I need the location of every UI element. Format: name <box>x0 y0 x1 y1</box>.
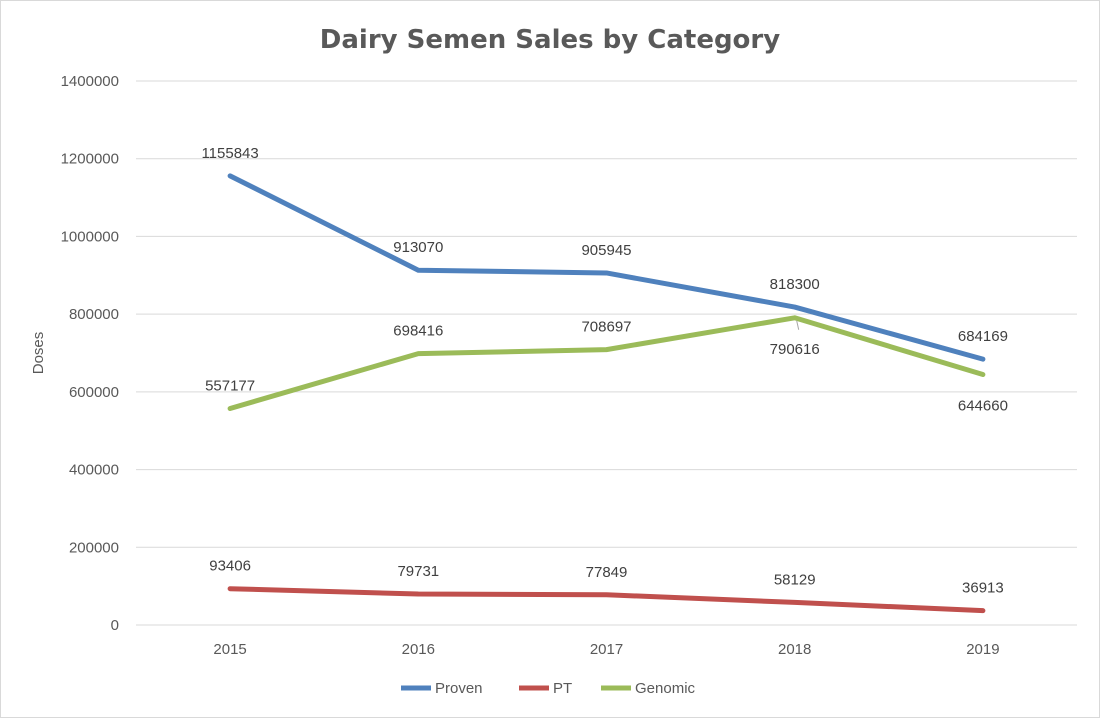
data-label-pt: 36913 <box>962 580 1004 597</box>
data-label-proven: 684169 <box>958 328 1008 345</box>
y-tick-label: 800000 <box>69 306 119 323</box>
x-tick-label: 2015 <box>213 641 246 658</box>
x-axis-ticks: 2015 2016 2017 2018 2019 <box>213 641 999 658</box>
data-label-genomic: 557177 <box>205 377 255 394</box>
data-label-proven: 818300 <box>770 276 820 293</box>
y-tick-label: 1000000 <box>61 228 119 245</box>
chart-title: Dairy Semen Sales by Category <box>320 25 780 55</box>
data-label-pt: 58129 <box>774 571 816 588</box>
series-line-pt <box>227 586 986 614</box>
x-tick-label: 2019 <box>966 641 999 658</box>
x-tick-label: 2018 <box>778 641 811 658</box>
x-tick-label: 2017 <box>590 641 623 658</box>
y-tick-label: 1200000 <box>61 151 119 168</box>
y-tick-label: 1400000 <box>61 73 119 90</box>
x-tick-label: 2016 <box>402 641 435 658</box>
data-label-pt: 93406 <box>209 558 251 575</box>
legend-label-pt: PT <box>553 680 572 697</box>
y-axis-title: Doses <box>30 332 47 375</box>
data-label-genomic: 790616 <box>770 341 820 358</box>
data-label-genomic: 708697 <box>581 319 631 336</box>
series-line-proven <box>227 173 986 362</box>
legend-label-proven: Proven <box>435 680 483 697</box>
data-label-proven: 913070 <box>393 239 443 256</box>
data-label-genomic: 698416 <box>393 323 443 340</box>
data-label-pt: 77849 <box>586 564 628 581</box>
y-tick-label: 0 <box>111 617 119 634</box>
legend: Proven PT Genomic <box>401 680 696 697</box>
label-leader-line <box>796 320 800 330</box>
y-tick-label: 400000 <box>69 462 119 479</box>
y-axis-ticks: 0 200000 400000 600000 800000 1000000 1200000 1… <box>61 73 119 634</box>
data-label-proven: 1155843 <box>201 145 258 162</box>
y-tick-label: 200000 <box>69 539 119 556</box>
data-label-pt: 79731 <box>397 563 439 580</box>
series-lines <box>227 173 986 614</box>
gridlines <box>136 80 1077 626</box>
data-labels: 1155843 913070 905945 818300 684169 93406 7973… <box>201 145 1007 597</box>
y-tick-label: 600000 <box>69 384 119 401</box>
legend-label-genomic: Genomic <box>635 680 696 697</box>
series-line-genomic <box>227 315 986 411</box>
data-label-proven: 905945 <box>581 242 631 259</box>
data-label-genomic: 644660 <box>958 398 1008 415</box>
